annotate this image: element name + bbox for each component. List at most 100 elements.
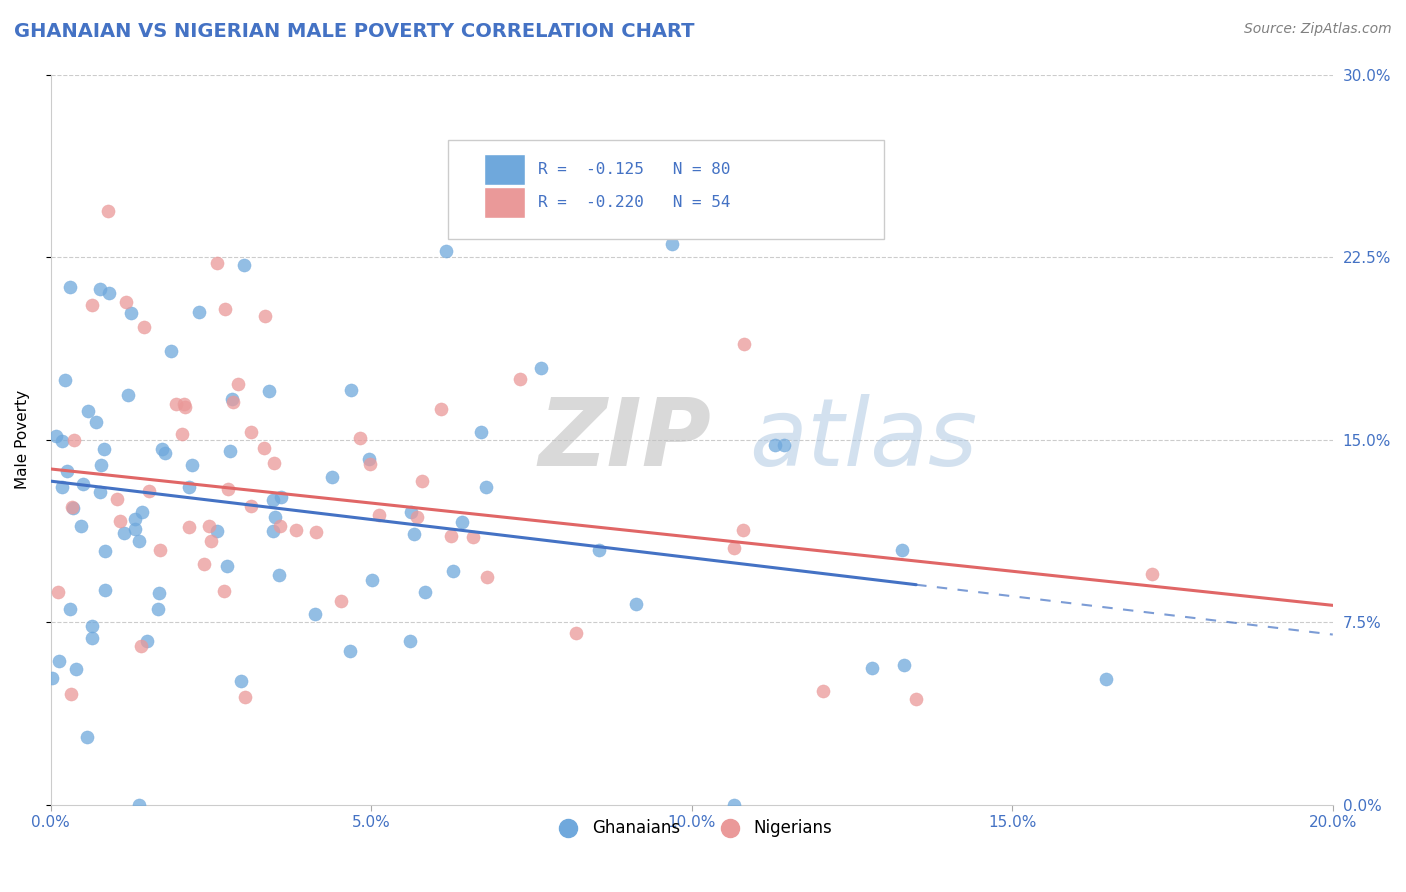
Point <box>173 397 195 411</box>
Point <box>46 585 69 599</box>
Point <box>90 458 112 472</box>
Point <box>661 236 683 251</box>
Point <box>259 384 281 399</box>
Point <box>357 452 380 467</box>
Point <box>132 320 155 334</box>
Point <box>124 512 146 526</box>
Point <box>48 654 70 668</box>
Point <box>207 256 229 270</box>
Point <box>128 797 150 812</box>
Point <box>360 573 382 587</box>
Point <box>239 425 262 439</box>
Point <box>62 501 84 516</box>
Point <box>773 438 796 452</box>
Point <box>440 529 463 543</box>
Point <box>222 395 245 409</box>
Point <box>269 519 291 533</box>
Point <box>45 429 67 443</box>
Point <box>399 505 422 519</box>
Point <box>232 259 254 273</box>
Point <box>59 602 82 616</box>
Point <box>429 401 451 416</box>
FancyBboxPatch shape <box>484 187 526 218</box>
Point <box>76 404 98 418</box>
Point <box>93 442 115 457</box>
Point <box>304 525 326 540</box>
Point <box>263 456 285 470</box>
Point <box>97 203 120 218</box>
Point <box>89 282 111 296</box>
Point <box>82 631 104 645</box>
Point <box>339 644 361 658</box>
Point <box>181 458 204 472</box>
Point <box>477 570 499 584</box>
Point <box>240 499 263 513</box>
Point <box>105 491 128 506</box>
Point <box>723 797 745 812</box>
Point <box>330 594 353 608</box>
Point <box>406 509 429 524</box>
Point <box>72 477 94 491</box>
Point <box>285 523 308 537</box>
Point <box>214 301 236 316</box>
Point <box>349 431 371 445</box>
Point <box>41 671 63 685</box>
Text: Source: ZipAtlas.com: Source: ZipAtlas.com <box>1244 22 1392 37</box>
Point <box>262 493 284 508</box>
Point <box>588 543 610 558</box>
Point <box>890 543 912 558</box>
Point <box>138 484 160 499</box>
Point <box>69 518 91 533</box>
Text: atlas: atlas <box>749 394 977 485</box>
Point <box>893 657 915 672</box>
Point <box>58 280 80 294</box>
Point <box>723 541 745 556</box>
Point <box>253 309 276 323</box>
Point <box>231 674 253 689</box>
Point <box>59 687 82 701</box>
Point <box>217 483 239 497</box>
Point <box>51 480 73 494</box>
Point <box>124 522 146 536</box>
Text: GHANAIAN VS NIGERIAN MALE POVERTY CORRELATION CHART: GHANAIAN VS NIGERIAN MALE POVERTY CORREL… <box>14 22 695 41</box>
Point <box>76 730 98 744</box>
Point <box>80 298 103 312</box>
FancyBboxPatch shape <box>449 140 884 239</box>
Point <box>193 557 215 571</box>
Point <box>128 534 150 549</box>
Point <box>207 524 229 538</box>
Point <box>411 474 433 488</box>
Text: ZIP: ZIP <box>538 393 711 486</box>
Point <box>267 568 290 582</box>
Point <box>177 480 200 494</box>
Point <box>221 392 243 406</box>
Point <box>1095 672 1118 686</box>
Point <box>165 397 187 411</box>
Point <box>117 388 139 402</box>
FancyBboxPatch shape <box>484 154 526 185</box>
Point <box>441 564 464 578</box>
Point <box>89 484 111 499</box>
Point <box>226 377 249 392</box>
Point <box>55 373 77 387</box>
Point <box>339 383 361 397</box>
Point <box>172 427 194 442</box>
Point <box>359 457 381 471</box>
Point <box>153 446 176 460</box>
Point <box>174 400 197 414</box>
Point <box>82 619 104 633</box>
Point <box>120 306 142 320</box>
Point <box>470 425 492 440</box>
Point <box>262 524 284 539</box>
Point <box>56 464 79 478</box>
Point <box>112 526 135 541</box>
Point <box>65 663 87 677</box>
Point <box>60 500 83 515</box>
Point <box>904 692 927 706</box>
Point <box>94 544 117 558</box>
Point <box>179 520 201 534</box>
Point <box>434 244 457 258</box>
Point <box>733 337 755 351</box>
Point <box>253 441 276 455</box>
Point <box>94 582 117 597</box>
